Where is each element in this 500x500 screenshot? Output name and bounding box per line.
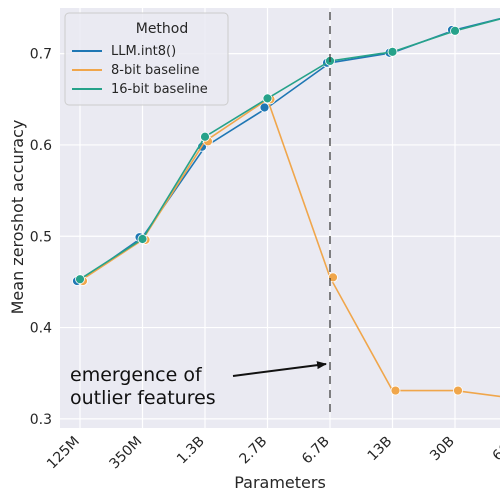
legend-title: Method	[136, 21, 189, 37]
y-tick-label: 0.4	[30, 321, 52, 337]
annotation-arrow	[232, 361, 327, 377]
legend: Method LLM.int8() 8-bit baseline 16-bit ba…	[64, 12, 229, 106]
legend-label: 8-bit baseline	[111, 63, 200, 78]
y-tick-label: 0.5	[30, 229, 52, 245]
x-tick-label: 2.7B	[236, 434, 270, 468]
x-axis-title: Parameters	[234, 473, 326, 492]
series-point	[450, 25, 460, 36]
x-tick-label: 30B	[427, 434, 458, 465]
legend-label: LLM.int8()	[111, 44, 176, 59]
legend-label: 16-bit baseline	[111, 82, 208, 97]
y-tick-label: 0.7	[30, 47, 52, 63]
annotation-line-2: outlier features	[70, 387, 216, 409]
series-point	[137, 234, 148, 244]
reference-layer	[232, 12, 331, 412]
annotation-line-1: emergence of	[70, 364, 203, 386]
series-point	[390, 385, 401, 396]
x-tick-label: 6.7B	[299, 434, 333, 468]
y-axis-title: Mean zeroshot accuracy	[8, 120, 27, 315]
series-point	[387, 46, 398, 57]
series-group	[72, 17, 500, 398]
series-point	[328, 272, 338, 283]
legend-box	[64, 12, 229, 106]
annotation: emergence of outlier features	[70, 364, 216, 409]
x-tick-label: 13B	[365, 434, 396, 465]
series-point	[259, 102, 270, 113]
x-tick-label: 1.3B	[174, 434, 208, 468]
y-tick-label: 0.6	[30, 138, 52, 154]
x-tick-label: 350M	[107, 434, 146, 473]
series-point	[200, 131, 210, 142]
series-point	[453, 385, 463, 396]
series-point	[75, 274, 85, 285]
x-tick-label: 66B	[490, 434, 500, 465]
series-point	[262, 93, 273, 104]
x-tick-label: 125M	[44, 434, 83, 473]
series-line	[79, 18, 500, 280]
y-tick-label: 0.3	[30, 412, 52, 428]
